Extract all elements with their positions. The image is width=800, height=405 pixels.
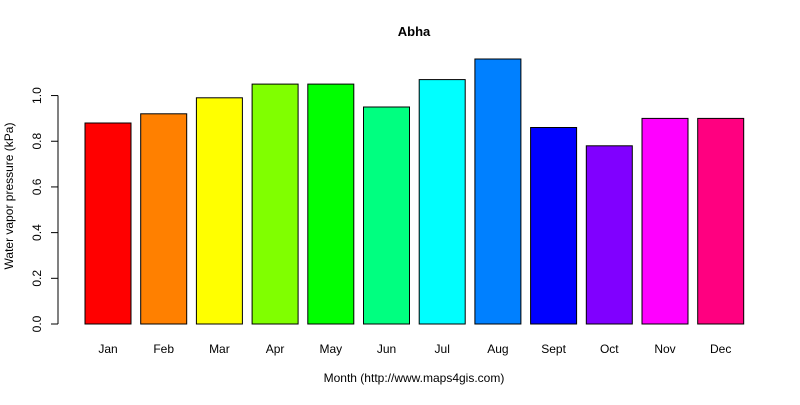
x-tick-label: Jul	[435, 342, 450, 356]
x-tick-labels: Jan Feb Mar Apr May Jun Jul Aug Sept Oct Nov Dec	[98, 342, 731, 356]
y-tick-label: 0.0	[30, 315, 44, 332]
bar-may	[307, 83, 355, 325]
x-tick-label: Jan	[98, 342, 117, 356]
x-tick-label: Oct	[600, 342, 619, 356]
x-tick-label: Dec	[710, 342, 731, 356]
bar-dec	[697, 117, 745, 325]
x-tick-label: Apr	[266, 342, 285, 356]
x-tick-label: Sept	[541, 342, 566, 356]
y-tick-label: 0.6	[30, 178, 44, 195]
bar-apr	[251, 83, 299, 325]
bars-group	[84, 58, 745, 325]
y-tick-label: 1.0	[30, 87, 44, 104]
y-tick-label: 0.2	[30, 270, 44, 287]
x-tick-label: Feb	[153, 342, 174, 356]
bar-jul	[418, 79, 466, 325]
bar-aug	[474, 58, 522, 325]
x-axis-label: Month (http://www.maps4gis.com)	[324, 371, 505, 385]
x-tick-label: Nov	[654, 342, 675, 356]
x-tick-label: May	[319, 342, 342, 356]
y-tick-label: 0.8	[30, 133, 44, 150]
bar-mar	[195, 97, 243, 325]
chart-title: Abha	[398, 24, 431, 39]
x-tick-label: Aug	[487, 342, 508, 356]
bar-sept	[530, 127, 578, 325]
y-axis-label: Water vapor pressure (kPa)	[2, 123, 16, 270]
bar-feb	[140, 113, 188, 325]
y-axis: 0.0 0.2 0.4 0.6 0.8 1.0	[30, 87, 59, 332]
bar-nov	[641, 117, 689, 325]
x-tick-label: Mar	[209, 342, 230, 356]
x-tick-label: Jun	[377, 342, 396, 356]
bar-jan	[84, 122, 132, 325]
y-tick-label: 0.4	[30, 224, 44, 241]
bar-jun	[363, 106, 410, 325]
bar-oct	[585, 145, 633, 325]
